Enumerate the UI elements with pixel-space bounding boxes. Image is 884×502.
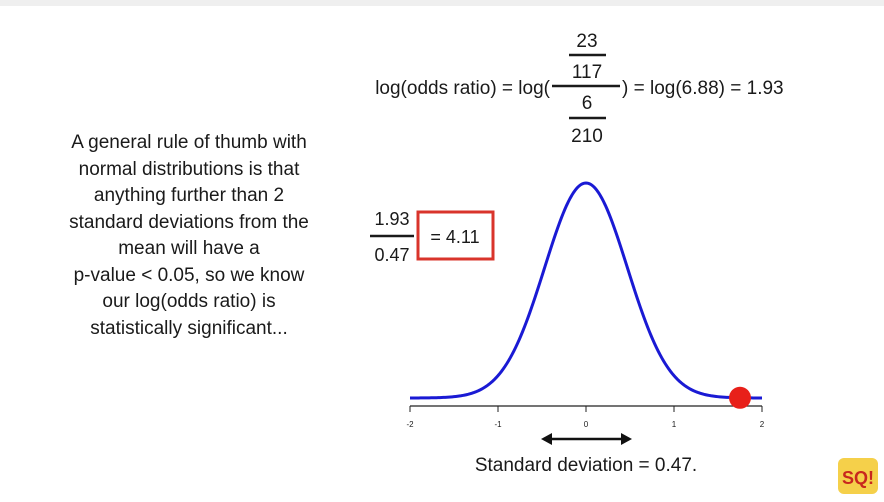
rule-line: A general rule of thumb with bbox=[71, 132, 307, 153]
bottom-numerator: 6 bbox=[582, 93, 593, 114]
x-tick-label: -2 bbox=[406, 420, 414, 429]
rule-line: anything further than 2 bbox=[93, 185, 285, 206]
equation-rhs: ) = log(6.88) = 1.93 bbox=[622, 78, 784, 99]
rule-line: normal distributions is that bbox=[78, 158, 300, 180]
normal-curve-plot: -2 -1 0 1 2 bbox=[406, 181, 765, 429]
ratio-numerator: 1.93 bbox=[374, 209, 409, 229]
rule-line: statistically significant... bbox=[90, 317, 288, 339]
top-denominator: 117 bbox=[572, 62, 602, 83]
x-tick-label: -1 bbox=[494, 420, 502, 429]
sd-arrow bbox=[541, 433, 632, 445]
equation-lhs: log(odds ratio) = log( bbox=[375, 78, 550, 99]
ratio-denominator: 0.47 bbox=[374, 245, 409, 265]
sd-arrow-right-head bbox=[621, 433, 632, 445]
rule-of-thumb-text: A general rule of thumb with normal dist… bbox=[38, 130, 340, 342]
x-axis-ticks: -2 -1 0 1 2 bbox=[406, 406, 765, 429]
top-numerator: 23 bbox=[576, 31, 597, 52]
x-tick-label: 2 bbox=[760, 420, 765, 429]
rule-line: our log(odds ratio) is bbox=[102, 291, 276, 312]
log-odds-point bbox=[729, 386, 751, 409]
ratio-result: = 4.11 bbox=[430, 227, 479, 247]
rule-line: mean will have a bbox=[118, 238, 260, 259]
normal-curve bbox=[410, 181, 762, 400]
logo-background bbox=[838, 458, 878, 494]
ratio-equation: 1.93 0.47 = 4.11 bbox=[370, 209, 495, 265]
sd-label: Standard deviation = 0.47. bbox=[475, 455, 697, 476]
sd-arrow-left-head bbox=[541, 433, 552, 445]
channel-logo: SQ! bbox=[838, 458, 878, 494]
top-bar bbox=[0, 0, 884, 6]
log-odds-equation: log(odds ratio) = log( 23 117 6 210 ) = … bbox=[375, 31, 783, 147]
result-box bbox=[416, 210, 495, 261]
bottom-denominator: 210 bbox=[571, 126, 603, 147]
x-tick-label: 0 bbox=[584, 420, 589, 429]
logo-text: SQ! bbox=[842, 468, 874, 488]
rule-line: p-value < 0.05, so we know bbox=[73, 264, 305, 286]
rule-line: standard deviations from the bbox=[69, 211, 309, 233]
x-tick-label: 1 bbox=[672, 420, 677, 429]
